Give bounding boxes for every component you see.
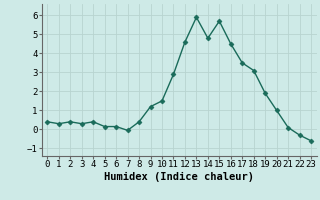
X-axis label: Humidex (Indice chaleur): Humidex (Indice chaleur) (104, 172, 254, 182)
